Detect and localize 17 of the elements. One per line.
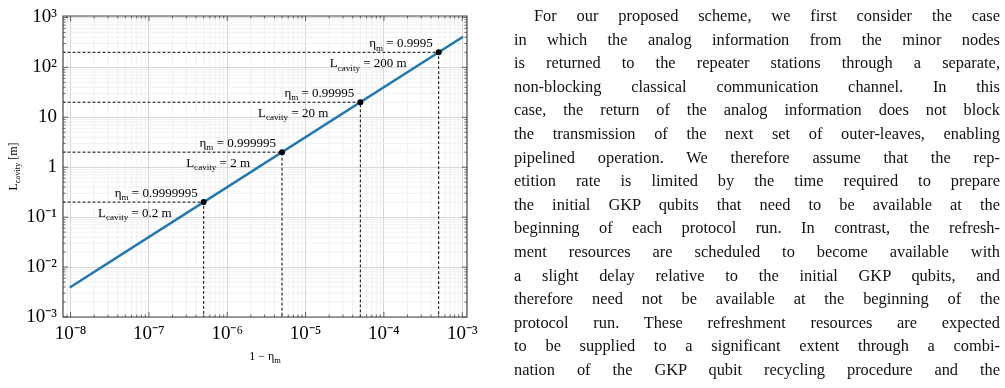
y-axis-title: Lcavity [m]: [6, 142, 22, 191]
x-tick-label: 10⁻⁷: [133, 322, 165, 344]
x-tick-label: 10⁻⁵: [289, 322, 322, 344]
point: [200, 199, 207, 206]
point: [357, 99, 364, 106]
y-tick-label: 10: [38, 105, 57, 127]
x-tick-label: 10⁻⁶: [211, 322, 244, 344]
x-tick-label: 10⁻⁴: [368, 322, 401, 344]
x-tick-label: 10⁻³: [446, 322, 478, 344]
y-tick-label: 10²: [32, 55, 58, 77]
point: [435, 49, 442, 56]
y-tick-label: 10⁻¹: [26, 205, 58, 227]
text: For our proposed scheme, we first consider the case in which the analog information from the minor nodes is returned to the repeater stations through a separate, non-blocking classical communication channel. In this case, the return of the analog information does not block the transmission of the next set of outer-leaves, enabling pipelined operation. We therefore assume that the rep- etition rate is limited by the time required to prepare the initial GKP qubits that need to be available at the beginning of each protocol run. In contrast, the refresh- ment resources are scheduled to become available with a slight delay relative to the initial GKP qubits, and therefore need not be available at the beginning of the protocol run. These refreshment resources are expected to be supplied to a significant extent through a combi- nation of the GKP qubit recycling procedure and the: [514, 6, 1000, 379]
y-tick-label: 10⁻²: [26, 255, 58, 277]
y-tick-label: 1: [47, 155, 57, 177]
y-tick-label: 10³: [32, 5, 58, 27]
point: [279, 149, 285, 156]
